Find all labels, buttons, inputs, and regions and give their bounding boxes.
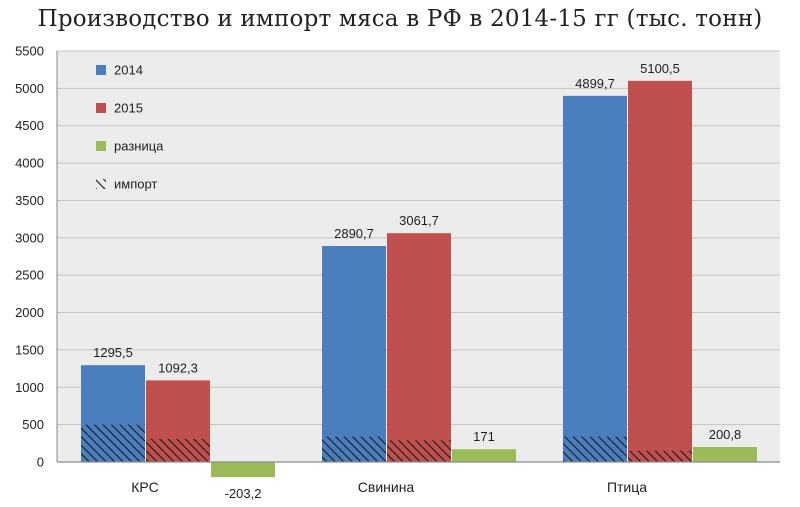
import-hatch-2014-0 [81, 424, 145, 462]
import-hatch-2014-2 [563, 436, 627, 462]
bar-2015-2 [628, 80, 692, 462]
data-label: 5100,5 [640, 61, 680, 76]
y-tick-label: 2000 [15, 305, 44, 320]
y-tick-label: 2500 [15, 268, 44, 283]
data-label: 3061,7 [399, 213, 439, 228]
y-tick-label: 1000 [15, 380, 44, 395]
legend-swatch [96, 65, 106, 75]
chart-title: Производство и импорт мяса в РФ в 2014-1… [37, 6, 763, 32]
bar-diff-2 [693, 446, 757, 462]
y-tick-label: 3000 [15, 230, 44, 245]
import-hatch-2015-2 [628, 450, 692, 462]
bar-diff-1 [452, 449, 516, 462]
bar-2014-1 [322, 245, 386, 462]
data-label: 200,8 [709, 427, 742, 442]
legend-swatch [96, 141, 106, 151]
data-label: -203,2 [225, 486, 262, 501]
legend-label: импорт [114, 177, 157, 192]
bar-2014-2 [563, 95, 627, 463]
y-tick-label: 500 [22, 417, 44, 432]
x-category-label: Птица [607, 479, 647, 495]
data-label: 1092,3 [158, 360, 198, 375]
data-label: 1295,5 [93, 345, 133, 360]
y-tick-label: 1500 [15, 342, 44, 357]
legend-label: 2014 [114, 63, 143, 78]
legend-swatch [96, 103, 106, 113]
x-category-label: КРС [131, 479, 158, 495]
import-hatch-2015-0 [146, 438, 210, 462]
x-category-label: Свинина [358, 479, 415, 495]
legend: 2014 2015 разница импорт [96, 63, 164, 192]
bar-2015-1 [387, 233, 451, 462]
y-tick-label: 0 [37, 455, 44, 470]
legend-label: разница [114, 139, 164, 154]
data-label: 4899,7 [575, 76, 615, 91]
y-tick-label: 5000 [15, 81, 44, 96]
y-tick-label: 5500 [15, 44, 44, 59]
legend-swatch [96, 179, 106, 189]
y-tick-label: 3500 [15, 193, 44, 208]
data-label: 171 [473, 429, 495, 444]
bar-diff-0 [211, 462, 275, 478]
legend-label: 2015 [114, 101, 143, 116]
import-hatch-2014-1 [322, 436, 386, 462]
import-hatch-2015-1 [387, 440, 451, 462]
y-tick-label: 4000 [15, 156, 44, 171]
data-label: 2890,7 [334, 226, 374, 241]
y-tick-label: 4500 [15, 118, 44, 133]
